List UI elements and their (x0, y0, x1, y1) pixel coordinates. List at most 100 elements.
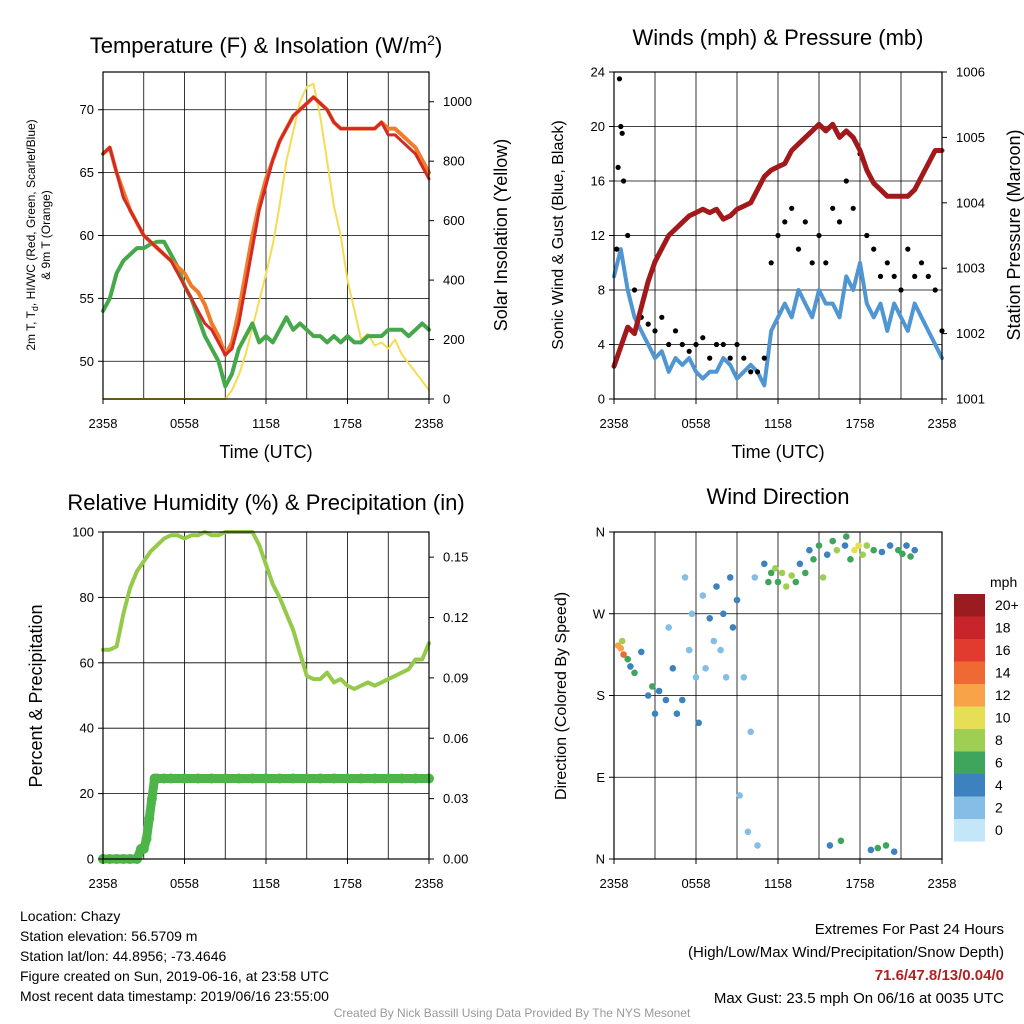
gust-point (734, 341, 740, 348)
y-tick-label: 60 (80, 228, 94, 243)
precipitation-point (288, 773, 299, 784)
precipitation-point (144, 813, 155, 824)
y-tick-label: 12 (591, 228, 605, 243)
x-tick-label: 2358 (415, 416, 444, 431)
x-tick-label: 1758 (333, 416, 362, 431)
precipitation-point (179, 773, 190, 784)
wind-direction-point (685, 646, 693, 654)
y-tick-label: 24 (591, 65, 605, 80)
gust-point (891, 273, 897, 279)
winds-title: Winds (mph) & Pressure (mb) (633, 25, 924, 50)
x-tick-label: 2358 (89, 876, 118, 891)
y-tick-label: S (596, 688, 605, 703)
wind-direction-point (863, 542, 871, 549)
legend-label: 14 (995, 665, 1011, 681)
wind-direction-point (754, 842, 761, 849)
x-tick-label: 0558 (170, 416, 199, 431)
gust-point (625, 232, 631, 239)
winds-xlabel: Time (UTC) (731, 442, 824, 462)
gust-point (666, 341, 672, 348)
gust-point (918, 260, 925, 266)
gust-point (768, 260, 774, 266)
y-tick-label: 80 (80, 590, 94, 605)
location-text: Location: Chazy (20, 908, 121, 924)
x-tick-label: 1158 (252, 416, 280, 431)
station-info: Location: Chazy Station elevation: 56.57… (20, 906, 329, 1006)
gust-point (795, 246, 802, 252)
precipitation-point (301, 773, 312, 784)
precipitation-point (233, 773, 244, 784)
wind-direction-point (706, 615, 713, 622)
humidity-title: Relative Humidity (%) & Precipitation (i… (67, 490, 464, 515)
y2-tick-label: 1004 (956, 195, 985, 210)
wind-direction-point (851, 546, 858, 554)
precipitation-point (328, 773, 339, 784)
precipitation-point (315, 773, 326, 784)
wind-direction-point (669, 665, 677, 672)
y-tick-label: N (596, 525, 605, 540)
wind-direction-point (713, 583, 720, 590)
legend-swatch (954, 729, 985, 752)
wind-direction-point (833, 546, 841, 554)
legend-title: mph (990, 574, 1017, 590)
gust-point (754, 369, 761, 375)
wind-direction-point (744, 828, 752, 836)
y2-tick-label: 0.09 (443, 670, 468, 685)
gust-point (843, 178, 849, 184)
legend-label: 18 (995, 620, 1011, 636)
y-tick-label: 65 (80, 165, 94, 180)
y2-tick-label: 1001 (956, 392, 985, 407)
gust-point (707, 355, 713, 361)
wind-direction-point (815, 542, 823, 549)
gust-point (836, 219, 843, 225)
y-tick-label: 70 (80, 102, 94, 117)
wind-direction-point (826, 842, 834, 849)
wind-direction-point (829, 537, 836, 545)
direction-title: Wind Direction (706, 484, 849, 509)
gust-point (830, 205, 836, 211)
precipitation-point (141, 833, 152, 844)
gust-point (884, 260, 890, 266)
legend-label: 0 (995, 822, 1003, 838)
gust-point (912, 273, 918, 279)
wind-direction-point (644, 692, 652, 699)
extremes-values: 71.6/47.8/13/0.04/0 (874, 967, 1004, 984)
y-tick-label: 55 (80, 291, 94, 306)
precipitation-point (396, 773, 407, 784)
wind-direction-point (620, 651, 627, 658)
wind-direction-point (665, 624, 672, 631)
wind-direction-point (823, 551, 831, 558)
legend-label: 10 (995, 710, 1011, 726)
gust-point (816, 232, 822, 239)
wind-direction-point (886, 542, 894, 549)
gust-point (748, 369, 754, 375)
gust-point (932, 287, 938, 293)
y2-tick-label: 400 (443, 273, 465, 288)
extremes-heading: Extremes For Past 24 Hours (814, 921, 1004, 938)
wind-direction-point (843, 533, 850, 540)
legend-swatch (954, 684, 985, 707)
gust-point (720, 341, 726, 348)
wind-direction-point (736, 792, 743, 799)
wind-direction-point (878, 548, 886, 556)
temperature-xlabel: Time (UTC) (219, 442, 312, 462)
gust-point (905, 246, 911, 252)
precipitation-point (193, 773, 204, 784)
winds-ylabel-right: Station Pressure (Maroon) (1004, 129, 1024, 340)
precipitation-point (206, 773, 217, 784)
gust-point (789, 205, 795, 211)
temperature-ylabel-left: 2m T, Td, HI/WC (Red, Green, Scarlet/Blu… (24, 119, 40, 350)
wind-direction-point (720, 610, 727, 618)
legend-swatch (954, 661, 985, 684)
extremes-box: Extremes For Past 24 Hours (High/Low/Max… (544, 918, 1004, 1010)
y2-tick-label: 1006 (956, 65, 985, 80)
wind-direction-point (774, 578, 782, 586)
legend-swatch (954, 616, 985, 639)
y2-tick-label: 1005 (956, 130, 985, 145)
wind-direction-point (692, 674, 700, 681)
wind-direction-point (867, 846, 875, 854)
y-tick-label: N (596, 852, 605, 867)
y2-tick-label: 0 (443, 392, 450, 407)
legend-label: 12 (995, 687, 1011, 703)
